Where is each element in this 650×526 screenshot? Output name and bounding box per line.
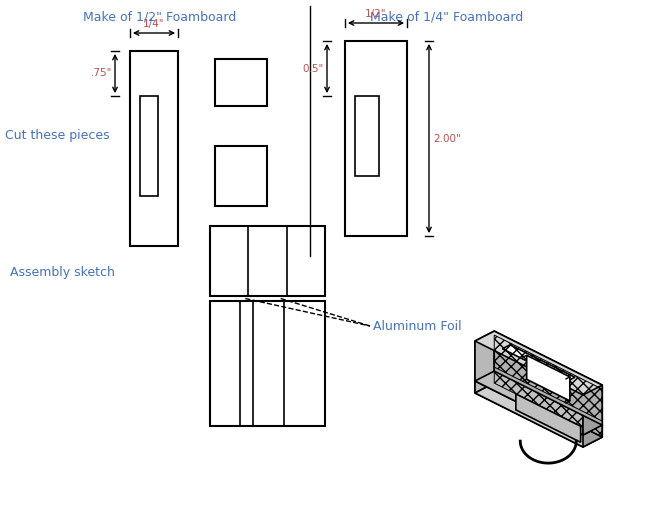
Polygon shape <box>502 345 575 381</box>
Polygon shape <box>516 394 580 442</box>
Polygon shape <box>494 371 603 437</box>
Bar <box>210 301 325 426</box>
Polygon shape <box>475 331 603 395</box>
Polygon shape <box>475 383 603 447</box>
Text: 1/2": 1/2" <box>365 9 387 19</box>
Bar <box>210 226 325 296</box>
Bar <box>215 146 267 206</box>
Polygon shape <box>494 331 603 425</box>
Bar <box>140 96 158 196</box>
Polygon shape <box>475 381 583 447</box>
Polygon shape <box>475 341 583 435</box>
Polygon shape <box>475 371 494 393</box>
Text: Make of 1/4" Foamboard: Make of 1/4" Foamboard <box>370 11 523 24</box>
Text: .75": .75" <box>90 68 112 78</box>
Polygon shape <box>583 385 603 435</box>
Bar <box>130 51 178 246</box>
Polygon shape <box>475 371 603 435</box>
Text: Make of 1/2" Foamboard: Make of 1/2" Foamboard <box>83 11 237 24</box>
Polygon shape <box>583 425 603 447</box>
Polygon shape <box>475 331 494 381</box>
Polygon shape <box>526 355 570 401</box>
Text: 1/4": 1/4" <box>143 19 164 29</box>
Text: Assembly sketch: Assembly sketch <box>10 266 115 279</box>
Text: Aluminum Foil: Aluminum Foil <box>373 319 462 332</box>
Bar <box>355 96 379 176</box>
Bar <box>215 59 267 106</box>
Text: 2.00": 2.00" <box>433 134 461 144</box>
Text: Cut these pieces: Cut these pieces <box>5 129 110 143</box>
Bar <box>345 41 407 236</box>
Text: 0.5": 0.5" <box>303 64 324 74</box>
